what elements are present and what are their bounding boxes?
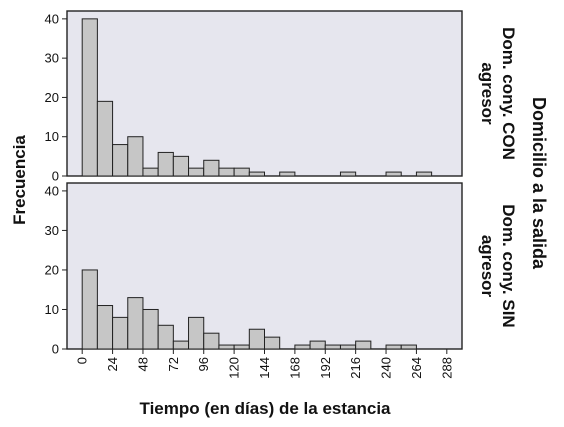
histogram-bar (324, 344, 341, 350)
facet-label-line: Dom. cony. CON (499, 27, 518, 160)
x-tick-label: 288 (439, 357, 454, 379)
histogram-bar (172, 155, 190, 177)
y-tick-label: 30 (45, 223, 59, 238)
histogram-bar (81, 269, 98, 350)
histogram-bar (279, 171, 296, 177)
histogram-bar (96, 100, 114, 177)
histogram-bar (127, 297, 144, 350)
histogram-bar (339, 344, 357, 350)
histogram-bar (203, 332, 220, 350)
x-tick-label: 216 (348, 357, 363, 379)
histogram-bar (81, 18, 98, 177)
x-tick-label: 48 (135, 357, 150, 371)
histogram-bar (172, 340, 190, 350)
x-tick-label: 168 (287, 357, 302, 379)
facet-label-line: Dom. cony. SIN (499, 204, 518, 327)
x-tick-label: 240 (379, 357, 394, 379)
facet-label-line: agresor (478, 235, 497, 298)
histogram-bar (112, 144, 129, 177)
x-tick-label: 24 (105, 357, 120, 371)
histogram-bar (355, 340, 372, 350)
histogram-bar (385, 171, 402, 177)
y-tick-label: 10 (45, 129, 59, 144)
histogram-bar (127, 136, 144, 177)
histogram-bar (415, 171, 433, 177)
x-tick-label: 264 (409, 357, 424, 379)
histogram-bar (218, 344, 235, 350)
histogram-bar (309, 340, 326, 350)
histogram-bar (96, 305, 114, 350)
x-axis-title: Tiempo (en días) de la estancia (140, 399, 392, 418)
histogram-bar (400, 344, 417, 350)
y-tick-label: 10 (45, 302, 59, 317)
histogram-bar (142, 167, 159, 177)
x-tick-label: 192 (318, 357, 333, 379)
histogram-bar (157, 151, 174, 177)
y-tick-label: 0 (52, 169, 59, 184)
y-tick-label: 20 (45, 262, 59, 277)
y-tick-label: 40 (45, 183, 59, 198)
x-tick-label: 72 (166, 357, 181, 371)
histogram-bar (142, 308, 159, 350)
y-axis-title: Frecuencia (10, 135, 29, 225)
histogram-bar (294, 344, 311, 350)
histogram-bar (218, 167, 235, 177)
y-tick-label: 40 (45, 11, 59, 26)
x-tick-label: 120 (227, 357, 242, 379)
histogram-bar (248, 328, 266, 350)
facet-variable-label: Domicilio a la salida (529, 97, 549, 270)
histogram-bar (339, 171, 357, 177)
histogram-bar (203, 159, 220, 177)
x-tick-label: 0 (75, 357, 90, 364)
histogram-bar (248, 171, 266, 177)
y-tick-label: 0 (52, 342, 59, 357)
histogram-bar (233, 167, 250, 177)
facet-label-line: agresor (478, 62, 497, 125)
histogram-bar (233, 344, 250, 350)
histogram-bar (385, 344, 402, 350)
histogram-bar (112, 316, 129, 350)
x-tick-label: 144 (257, 357, 272, 379)
y-tick-label: 20 (45, 90, 59, 105)
x-axis: 0 24 48 72 96 120 144 168 192 216 240 264 288 (75, 349, 454, 379)
histogram-bar (188, 167, 205, 177)
x-tick-label: 96 (196, 357, 211, 371)
histogram-bar (188, 316, 205, 350)
histogram-bar (264, 336, 281, 350)
histogram-bar (157, 324, 174, 350)
y-tick-label: 30 (45, 51, 59, 66)
